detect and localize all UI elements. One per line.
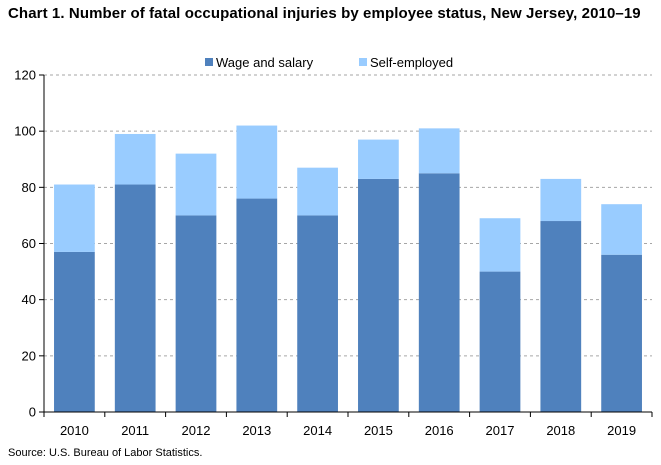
y-tick-label: 0 (29, 405, 36, 420)
bar-wage-and-salary-2011 (114, 184, 156, 412)
source-note: Source: U.S. Bureau of Labor Statistics. (8, 447, 203, 459)
legend-item-wage-and-salary: Wage and salary (205, 55, 314, 70)
y-tick-label: 80 (22, 180, 36, 195)
y-tick-label: 60 (22, 236, 36, 251)
legend-swatch (359, 58, 367, 66)
bar-wage-and-salary-2016 (418, 173, 460, 412)
x-tick-label: 2015 (364, 423, 393, 438)
y-tick-label: 20 (22, 348, 36, 363)
bar-self-employed-2015 (358, 139, 399, 179)
bar-wage-and-salary-2012 (175, 215, 217, 412)
bar-wage-and-salary-2010 (54, 251, 95, 412)
x-tick-label: 2011 (121, 423, 149, 438)
bar-self-employed-2013 (236, 125, 278, 199)
bar-wage-and-salary-2013 (236, 198, 278, 412)
bar-self-employed-2011 (114, 133, 156, 185)
bar-self-employed-2017 (479, 218, 521, 272)
x-tick-label: 2013 (242, 423, 271, 438)
bar-self-employed-2018 (540, 178, 582, 222)
y-tick-label: 40 (22, 292, 36, 307)
x-tick-label: 2018 (546, 423, 575, 438)
x-tick-label: 2017 (486, 423, 515, 438)
bar-wage-and-salary-2015 (358, 178, 399, 412)
bar-wage-and-salary-2019 (601, 254, 642, 412)
bar-self-employed-2010 (54, 184, 95, 252)
legend: Wage and salary Self-employed (205, 55, 453, 70)
axes (39, 74, 653, 417)
x-tick-label: 2016 (425, 423, 454, 438)
tick-labels: 0 20 40 60 80 100 120 2010 2011 2012 2013 2014 2015 2… (14, 68, 636, 439)
x-tick-label: 2010 (60, 423, 89, 438)
bar-self-employed-2019 (601, 204, 642, 255)
bar-wage-and-salary-2017 (479, 271, 521, 412)
x-tick-label: 2014 (303, 423, 332, 438)
bar-self-employed-2016 (418, 128, 460, 174)
legend-label: Wage and salary (216, 55, 314, 70)
bar-wage-and-salary-2014 (297, 215, 338, 412)
bar-wage-and-salary-2018 (540, 221, 582, 412)
y-tick-label: 120 (14, 68, 36, 83)
bar-self-employed-2012 (175, 153, 217, 216)
x-tick-label: 2012 (182, 423, 211, 438)
legend-item-self-employed: Self-employed (359, 55, 453, 70)
bars (54, 125, 642, 412)
legend-swatch (205, 58, 213, 66)
x-tick-label: 2019 (607, 423, 636, 438)
chart-title: Chart 1. Number of fatal occupational in… (8, 5, 641, 22)
legend-label: Self-employed (370, 55, 453, 70)
bar-self-employed-2014 (297, 167, 338, 216)
y-tick-label: 100 (14, 124, 36, 139)
